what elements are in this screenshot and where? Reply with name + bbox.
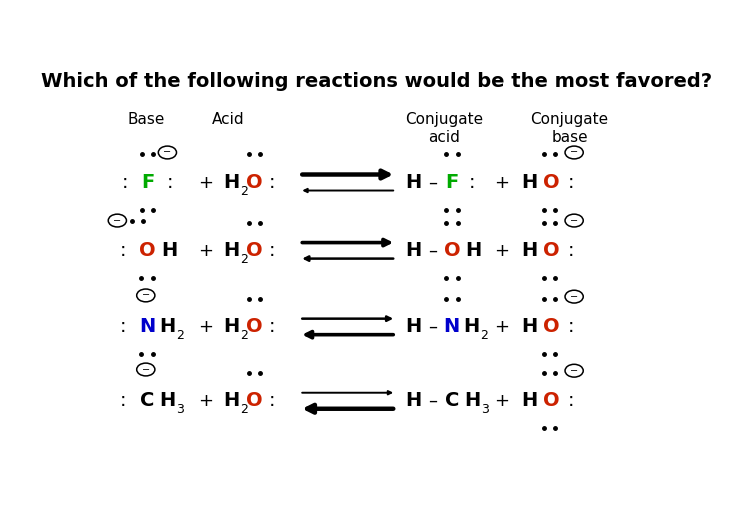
Text: O: O <box>246 173 263 192</box>
Text: H: H <box>522 391 538 410</box>
Text: :: : <box>269 391 275 410</box>
Text: H: H <box>161 241 178 260</box>
Text: −: − <box>570 148 578 158</box>
Text: 2: 2 <box>176 329 184 342</box>
Text: :: : <box>269 317 275 336</box>
Text: Conjugate
base: Conjugate base <box>531 112 608 145</box>
Text: :: : <box>567 241 574 260</box>
Text: Base: Base <box>127 112 164 127</box>
Text: H: H <box>464 317 480 336</box>
Text: +: + <box>494 242 509 259</box>
Text: H: H <box>522 241 538 260</box>
Text: −: − <box>113 216 121 226</box>
Text: +: + <box>494 318 509 336</box>
Text: :: : <box>120 391 126 410</box>
Text: O: O <box>246 241 263 260</box>
Text: –: – <box>429 318 437 336</box>
Text: −: − <box>570 366 578 376</box>
Text: N: N <box>139 317 155 336</box>
Text: Which of the following reactions would be the most favored?: Which of the following reactions would b… <box>40 72 712 92</box>
Text: H: H <box>223 241 239 260</box>
Text: H: H <box>522 317 538 336</box>
Text: −: − <box>142 365 150 374</box>
Text: :: : <box>269 241 275 260</box>
Text: +: + <box>198 392 213 410</box>
Text: H: H <box>223 391 239 410</box>
Text: O: O <box>543 173 560 192</box>
Text: H: H <box>405 173 421 192</box>
Text: :: : <box>469 173 476 192</box>
Text: −: − <box>164 148 172 158</box>
Text: +: + <box>198 242 213 259</box>
Text: :: : <box>567 173 574 192</box>
Text: 2: 2 <box>240 329 248 342</box>
Text: 3: 3 <box>481 403 489 416</box>
Text: H: H <box>159 391 175 410</box>
Text: +: + <box>494 174 509 191</box>
Text: O: O <box>443 241 460 260</box>
Text: 2: 2 <box>240 185 248 198</box>
Text: F: F <box>141 173 154 192</box>
Text: 3: 3 <box>176 403 184 416</box>
Text: F: F <box>446 173 459 192</box>
Text: 2: 2 <box>480 329 488 342</box>
Text: −: − <box>570 216 578 226</box>
Text: +: + <box>198 174 213 191</box>
Text: O: O <box>543 241 560 260</box>
Text: :: : <box>167 173 173 192</box>
Text: H: H <box>223 317 239 336</box>
Text: H: H <box>405 391 421 410</box>
Text: O: O <box>246 317 263 336</box>
Text: :: : <box>122 173 128 192</box>
Text: :: : <box>120 241 126 260</box>
Text: H: H <box>464 391 481 410</box>
Text: C: C <box>445 391 459 410</box>
Text: N: N <box>444 317 460 336</box>
Text: O: O <box>139 241 155 260</box>
Text: H: H <box>522 173 538 192</box>
Text: Acid: Acid <box>212 112 244 127</box>
Text: :: : <box>120 317 126 336</box>
Text: O: O <box>246 391 263 410</box>
Text: 2: 2 <box>240 403 248 416</box>
Text: –: – <box>429 392 437 410</box>
Text: H: H <box>465 241 481 260</box>
Text: H: H <box>405 241 421 260</box>
Text: H: H <box>223 173 239 192</box>
Text: :: : <box>567 391 574 410</box>
Text: −: − <box>142 291 150 301</box>
Text: Conjugate
acid: Conjugate acid <box>405 112 484 145</box>
Text: –: – <box>429 242 437 259</box>
Text: +: + <box>198 318 213 336</box>
Text: C: C <box>139 391 154 410</box>
Text: 2: 2 <box>240 253 248 266</box>
Text: :: : <box>567 317 574 336</box>
Text: O: O <box>543 317 560 336</box>
Text: H: H <box>405 317 421 336</box>
Text: +: + <box>494 392 509 410</box>
Text: :: : <box>269 173 275 192</box>
Text: −: − <box>570 292 578 302</box>
Text: O: O <box>543 391 560 410</box>
Text: –: – <box>429 174 437 191</box>
Text: H: H <box>159 317 175 336</box>
